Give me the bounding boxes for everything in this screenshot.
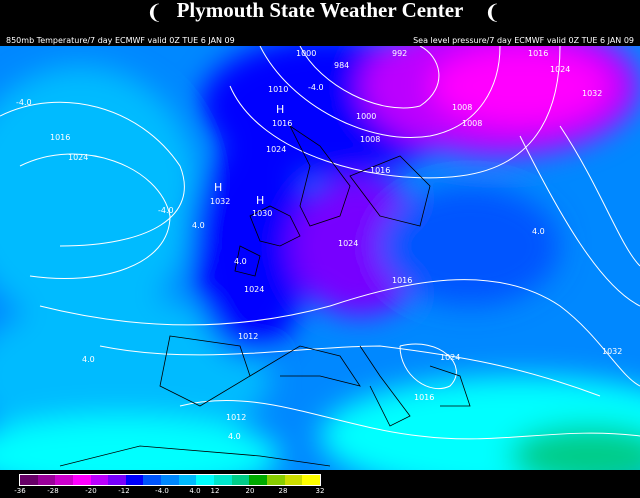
color-scale-label: -28 <box>47 487 59 495</box>
color-swatch <box>161 475 179 485</box>
color-scale-bar <box>19 474 321 486</box>
isobars <box>0 46 640 440</box>
map-labels: 1000 984 992 1016 1024 1032 1010 1000 10… <box>16 49 622 441</box>
color-scale-label: -4.0 <box>155 487 169 495</box>
color-swatch <box>266 475 285 485</box>
color-swatch <box>125 475 144 485</box>
pressure-label: 1024 <box>266 145 286 154</box>
color-swatch <box>196 475 215 485</box>
temperature-field <box>0 46 640 470</box>
temperature-label: 4.0 <box>82 355 95 364</box>
temperature-label: 4.0 <box>228 432 241 441</box>
color-swatch <box>55 475 73 485</box>
color-scale-label: 28 <box>278 487 288 495</box>
pressure-label: 1032 <box>210 197 230 206</box>
high-pressure-marker: H <box>214 181 222 194</box>
coastlines <box>59 124 471 467</box>
pressure-label: 1016 <box>528 49 548 58</box>
pressure-label: 1000 <box>296 49 316 58</box>
high-pressure-marker: H <box>256 194 264 207</box>
pressure-label: 1024 <box>244 285 264 294</box>
pressure-label: 1024 <box>440 353 460 362</box>
color-swatch <box>249 475 267 485</box>
pressure-label: 1016 <box>414 393 434 402</box>
temperature-label: 4.0 <box>532 227 545 236</box>
color-swatch <box>20 475 38 485</box>
pressure-label: 984 <box>334 61 349 70</box>
pressure-label: 1012 <box>238 332 258 341</box>
color-swatch <box>108 475 126 485</box>
pressure-label: 1016 <box>50 133 70 142</box>
pressure-label: 1024 <box>550 65 570 74</box>
pressure-label: 1024 <box>68 153 88 162</box>
color-swatch <box>231 475 250 485</box>
color-scale-label: 4.0 <box>189 487 201 495</box>
color-scale-label: 32 <box>315 487 325 495</box>
color-scale-label: 20 <box>245 487 255 495</box>
pressure-label: 1016 <box>272 119 292 128</box>
pressure-label: 1012 <box>226 413 246 422</box>
color-swatch <box>178 475 197 485</box>
pressure-label: 1016 <box>370 166 390 175</box>
color-swatch <box>284 475 303 485</box>
high-pressure-marker: H <box>276 103 284 116</box>
color-swatch <box>90 475 109 485</box>
temperature-label: 4.0 <box>234 257 247 266</box>
swirl-icon-right: ❨ <box>484 0 501 24</box>
color-scale-label: -36 <box>14 487 26 495</box>
pressure-label: 1008 <box>360 135 380 144</box>
temperature-label: -4.0 <box>308 83 324 92</box>
color-scale-label: -12 <box>118 487 130 495</box>
page-title: Plymouth State Weather Center <box>176 0 464 22</box>
temperature-label: 4.0 <box>192 221 205 230</box>
pressure-label: 1000 <box>356 112 376 121</box>
swirl-icon-left: ❨ <box>146 0 163 24</box>
color-scale-label: -20 <box>85 487 97 495</box>
pressure-label: 1010 <box>268 85 288 94</box>
pressure-label: 1024 <box>338 239 358 248</box>
pressure-label: 1032 <box>602 347 622 356</box>
pressure-label: 1008 <box>452 103 472 112</box>
pressure-label: 1016 <box>392 276 412 285</box>
weather-map: 1000 984 992 1016 1024 1032 1010 1000 10… <box>0 46 640 470</box>
color-swatch <box>214 475 232 485</box>
pressure-label: 992 <box>392 49 407 58</box>
temperature-label: -4.0 <box>158 206 174 215</box>
color-swatch <box>37 475 56 485</box>
color-swatch <box>302 475 320 485</box>
pressure-label: 1032 <box>582 89 602 98</box>
temperature-label: -4.0 <box>16 98 32 107</box>
color-scale-label: 12 <box>210 487 220 495</box>
color-swatch <box>72 475 91 485</box>
color-swatch <box>143 475 162 485</box>
pressure-label: 1008 <box>462 119 482 128</box>
pressure-label: 1030 <box>252 209 272 218</box>
right-caption: Sea level pressure/7 day ECMWF valid 0Z … <box>413 36 634 45</box>
left-caption: 850mb Temperature/7 day ECMWF valid 0Z T… <box>6 36 235 45</box>
